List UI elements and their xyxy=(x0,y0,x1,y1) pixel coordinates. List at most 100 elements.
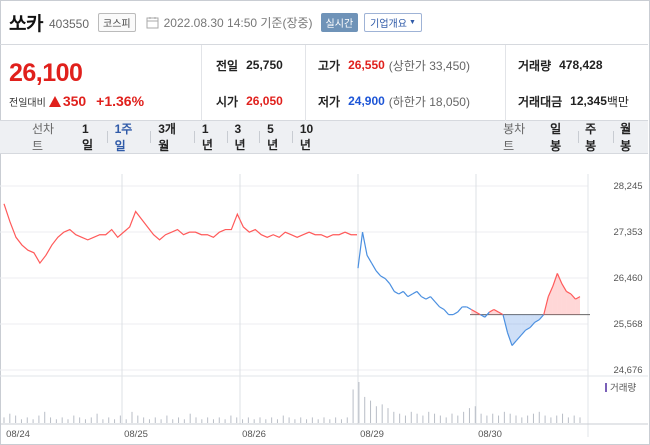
price-line-segment xyxy=(425,296,431,300)
x-tick-label: 08/25 xyxy=(124,429,148,440)
high-label: 고가 xyxy=(318,58,341,73)
lower-limit: (하한가 18,050) xyxy=(388,94,470,109)
open-label: 시가 xyxy=(216,94,239,109)
price-line-segment xyxy=(434,301,441,308)
amount-value: 12,345 xyxy=(570,94,607,108)
realtime-button[interactable]: 실시간 xyxy=(320,12,359,32)
price-line-segment xyxy=(493,308,499,313)
divider xyxy=(505,45,506,121)
price-line-segment xyxy=(520,329,527,336)
prev-close-value: 25,750 xyxy=(246,58,283,72)
price-line-segment xyxy=(570,293,576,300)
tab-1y[interactable]: 1년 xyxy=(201,121,213,152)
tab-10y[interactable]: 10년 xyxy=(299,121,314,152)
price-line-segment xyxy=(412,290,418,295)
amount-label: 거래대금 xyxy=(518,94,563,109)
price-line-segment xyxy=(502,314,509,333)
volume-cell: 거래량 478,428 xyxy=(518,55,603,75)
company-info-label: 기업개요 xyxy=(370,18,407,30)
price-line-segment xyxy=(430,296,436,303)
company-info-button[interactable]: 기업개요 ▼ xyxy=(364,12,422,32)
price-line-segment xyxy=(371,262,377,272)
y-tick-label: 28,245 xyxy=(613,181,642,192)
price-line-segment xyxy=(543,296,549,315)
area-fill xyxy=(570,294,576,315)
price-line-segment xyxy=(566,290,572,295)
tab-monthly-candle[interactable]: 월봉 xyxy=(620,122,632,153)
y-tick-label: 25,568 xyxy=(613,319,642,330)
volume-legend-swatch xyxy=(605,383,607,392)
price-line-segment xyxy=(457,306,463,313)
price-line-segment xyxy=(470,308,477,313)
price-line-segment xyxy=(516,334,522,341)
current-price-box: 26,100 전일대비 350 +1.36% xyxy=(0,45,202,121)
tab-divider xyxy=(613,131,615,143)
area-fill xyxy=(557,273,562,315)
area-fill xyxy=(521,314,526,336)
x-tick-label: 08/26 xyxy=(242,429,266,440)
datetime-text: 2022.08.30 14:50 기준(장중) xyxy=(163,15,313,30)
open-value: 26,050 xyxy=(246,94,283,108)
chart-period-tabs: 선차트 1일 1주일 3개월 1년 3년 5년 10년 봉차트 일봉 주봉 월봉 xyxy=(0,121,648,154)
low-label: 저가 xyxy=(318,94,341,109)
price-line-segment xyxy=(547,286,554,297)
price-line-segment xyxy=(552,273,558,287)
high-value: 26,550 xyxy=(348,58,385,72)
open-cell: 시가 26,050 xyxy=(216,91,283,111)
change-line: 전일대비 350 +1.36% xyxy=(9,93,144,109)
price-line-segment xyxy=(357,232,364,269)
tab-3m[interactable]: 3개월 xyxy=(158,122,176,153)
price-line-segment xyxy=(393,290,400,295)
y-tick-label: 27,353 xyxy=(613,227,642,238)
tab-weekly-candle[interactable]: 주봉 xyxy=(585,122,597,153)
amount-unit: 백만 xyxy=(606,94,629,109)
area-fill xyxy=(516,314,522,341)
area-fill xyxy=(507,314,513,346)
change-percent: +1.36% xyxy=(96,93,145,109)
tab-divider xyxy=(193,131,195,143)
x-tick-label: 08/29 xyxy=(360,429,384,440)
price-line-segment xyxy=(475,311,481,316)
price-line-prior-days xyxy=(3,203,357,265)
price-line-segment xyxy=(361,232,368,256)
price-line-segment xyxy=(466,306,472,310)
line-chart-label: 선차트 xyxy=(32,122,55,153)
price-line-segment xyxy=(452,311,458,316)
price-line-segment xyxy=(384,278,391,285)
high-cell: 고가 26,550 (상한가 33,450) xyxy=(318,55,470,75)
tab-divider xyxy=(226,131,228,143)
price-line-segment xyxy=(525,326,531,331)
divider xyxy=(305,45,306,121)
tab-5y[interactable]: 5년 xyxy=(267,121,279,152)
area-fill xyxy=(512,314,517,346)
price-line-segment xyxy=(556,273,563,284)
price-line-segment xyxy=(443,309,450,316)
tab-divider xyxy=(150,131,152,143)
price-line-segment xyxy=(402,291,409,297)
price-line-segment xyxy=(529,321,536,328)
price-chart[interactable]: 28,245 27,353 26,460 25,568 24,676 08/24 08/25… xyxy=(0,154,648,444)
tab-divider xyxy=(106,131,108,143)
upper-limit: (상한가 33,450) xyxy=(388,58,470,73)
stock-header: 쏘카 403550 코스피 2022.08.30 14:50 기준(장중) 실시… xyxy=(0,0,648,44)
area-fill xyxy=(548,286,553,315)
price-line-segment xyxy=(480,314,486,318)
market-badge: 코스피 xyxy=(98,12,136,32)
amount-cell: 거래대금 12,345 백만 xyxy=(518,91,629,111)
change-label: 전일대비 xyxy=(9,97,46,109)
tab-1d[interactable]: 1일 xyxy=(81,121,94,152)
price-line-segment xyxy=(575,296,581,300)
price-line-segment xyxy=(506,332,513,346)
price-line-segment xyxy=(498,311,504,316)
current-price: 26,100 xyxy=(9,59,83,87)
price-line-segment xyxy=(421,296,427,300)
x-tick-label: 08/30 xyxy=(478,429,502,440)
price-line-segment xyxy=(511,340,518,346)
price-line-segment xyxy=(489,308,495,313)
tab-1w[interactable]: 1주일 xyxy=(114,122,133,153)
tab-divider xyxy=(291,131,293,143)
price-line-segment xyxy=(389,283,395,292)
tab-daily-candle[interactable]: 일봉 xyxy=(550,122,562,153)
stock-code: 403550 xyxy=(48,16,90,31)
tab-3y[interactable]: 3년 xyxy=(234,121,246,152)
